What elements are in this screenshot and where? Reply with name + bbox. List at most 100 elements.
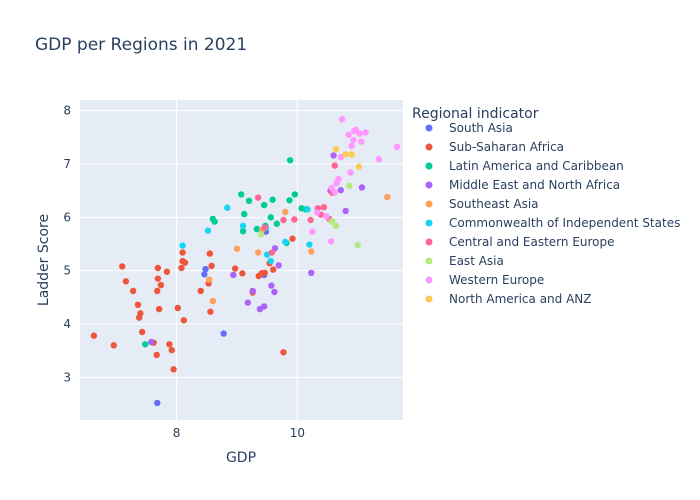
data-point (180, 317, 188, 324)
data-point (307, 216, 314, 224)
data-point (375, 156, 383, 163)
legend-label: Middle East and North Africa (449, 178, 620, 192)
data-point (148, 338, 155, 346)
y-tick-label: 8 (63, 104, 71, 118)
legend-label: Commonwealth of Independent States (449, 216, 680, 230)
data-point (261, 269, 268, 276)
data-point (179, 242, 186, 249)
data-point (137, 310, 144, 317)
data-point (230, 271, 237, 279)
data-point (208, 262, 215, 270)
data-point (204, 227, 212, 234)
data-point (154, 264, 162, 272)
legend-label: North America and ANZ (449, 292, 592, 306)
data-point (237, 191, 245, 198)
data-point (291, 191, 299, 198)
data-point (179, 249, 186, 256)
data-point (202, 265, 209, 273)
data-point (267, 214, 274, 221)
data-point (163, 268, 171, 275)
legend-label: Western Europe (449, 273, 544, 287)
legend-marker (425, 295, 433, 303)
data-point (323, 213, 330, 220)
data-point (249, 287, 256, 295)
data-point (358, 138, 365, 145)
data-point (331, 189, 338, 196)
series-group (154, 228, 270, 407)
data-point (342, 207, 349, 215)
data-point (197, 287, 204, 295)
data-point (280, 216, 287, 224)
data-point (254, 194, 262, 201)
data-point (329, 217, 336, 225)
data-point (245, 197, 253, 204)
data-point (211, 218, 218, 225)
data-point (155, 305, 163, 313)
data-point (291, 216, 298, 223)
data-point (201, 271, 208, 278)
legend-label: Central and Eastern Europe (449, 235, 615, 249)
data-point (273, 220, 281, 227)
legend-marker (425, 257, 433, 265)
data-point (239, 222, 247, 230)
data-point (269, 266, 277, 273)
y-tick-label: 5 (63, 264, 71, 278)
data-point (271, 288, 278, 296)
series-group (90, 235, 296, 373)
series-group (332, 145, 363, 170)
data-point (153, 351, 160, 359)
series-group (142, 157, 309, 348)
data-point (358, 184, 366, 191)
legend-marker (425, 200, 433, 208)
data-point (335, 175, 342, 183)
data-point (342, 151, 349, 158)
data-point (166, 341, 173, 348)
data-point (253, 225, 261, 233)
legend-marker (425, 162, 433, 170)
series-group (206, 193, 391, 305)
data-point (206, 250, 214, 257)
data-point (268, 249, 276, 256)
data-point (332, 145, 340, 153)
data-point (241, 210, 248, 218)
chart-title: GDP per Regions in 2021 (35, 35, 247, 55)
data-point (350, 136, 357, 144)
data-point (122, 278, 130, 285)
data-point (260, 201, 268, 209)
data-point (355, 163, 363, 170)
data-point (142, 341, 149, 348)
data-point (282, 238, 289, 246)
data-point (314, 209, 321, 216)
data-point (330, 152, 337, 159)
data-point (119, 263, 126, 270)
data-point (289, 235, 296, 242)
data-point (261, 224, 268, 231)
data-point (347, 169, 354, 176)
data-point (154, 399, 161, 407)
data-point (110, 342, 118, 349)
data-point (138, 328, 146, 336)
data-point (280, 349, 287, 356)
data-point (286, 197, 293, 204)
legend-items: South Asia Sub-Saharan Africa Latin Americ… (425, 121, 680, 306)
data-point (178, 264, 185, 272)
data-point (268, 282, 275, 289)
data-point (338, 116, 346, 123)
legend-marker (425, 143, 433, 151)
data-point (337, 153, 345, 161)
legend-label: Latin America and Caribbean (449, 159, 624, 173)
data-point (170, 366, 177, 373)
data-point (154, 287, 161, 295)
data-point (254, 249, 262, 256)
legend-marker (425, 181, 433, 189)
data-point (239, 228, 247, 235)
series-group (257, 182, 361, 249)
data-point (181, 259, 189, 266)
y-axis-title: Ladder Score (36, 214, 52, 306)
data-point (263, 251, 271, 258)
data-point (286, 157, 294, 164)
tick-layer: 8 10 3 4 5 6 7 8 (63, 104, 305, 440)
data-point (157, 281, 165, 289)
